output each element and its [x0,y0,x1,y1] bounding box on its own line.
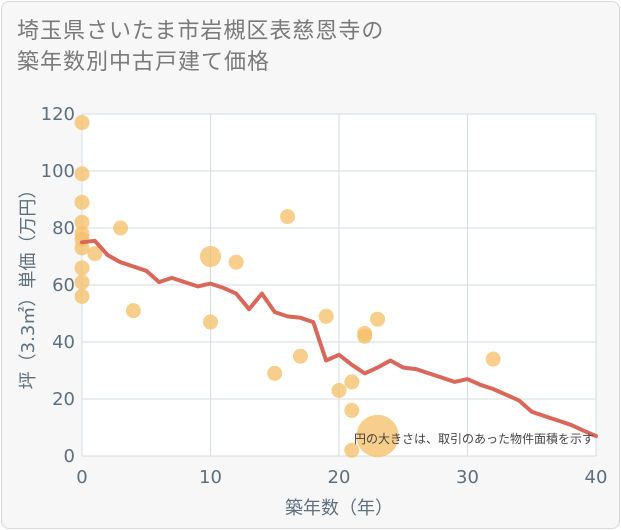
y-tick-label: 20 [52,389,75,410]
data-bubble [344,374,360,390]
data-bubble [74,260,90,276]
trend-line-layer [80,238,598,439]
data-bubble [485,351,501,367]
x-axis-label: 築年数（年） [285,498,393,519]
y-tick-label: 120 [41,104,75,125]
data-bubble [74,240,90,256]
data-bubble [74,115,90,131]
data-bubble [344,402,360,418]
data-bubble [228,254,244,270]
data-bubble [74,288,90,304]
data-bubble [203,314,218,330]
y-tick-label: 100 [41,161,75,182]
x-tick-label: 40 [585,467,608,488]
data-bubble [74,214,90,230]
average-price-line [80,238,598,439]
y-tick-label: 40 [52,332,75,353]
x-tick-label: 20 [328,467,351,488]
data-bubble [344,442,360,458]
data-bubble [292,348,308,364]
y-tick-label: 0 [64,446,75,467]
data-bubble [356,414,399,458]
data-bubble [113,220,129,236]
data-bubble [331,382,347,398]
data-bubble [199,245,222,268]
x-tick-label: 10 [199,467,222,488]
data-bubble [74,194,90,210]
y-tick-label: 60 [52,275,75,296]
x-tick-label: 0 [76,467,87,488]
bubble-layer [74,115,501,458]
x-tick-label: 30 [456,467,479,488]
data-bubble [357,328,373,344]
chart-title-line-2: 築年数別中古戸建て価格 [17,50,271,75]
data-bubble [74,166,90,182]
y-tick-labels: 0 20 40 60 80 100 120 [41,104,75,467]
data-bubble [74,274,90,290]
data-bubble [125,303,141,319]
chart-title: 埼玉県さいたま市岩槻区表慈恩寺の 築年数別中古戸建て価格 [17,16,384,78]
data-bubble [280,209,296,225]
chart-title-line-1: 埼玉県さいたま市岩槻区表慈恩寺の [17,19,385,44]
bubble-size-note: 円の大きさは、取引のあった物件面積を示す [354,431,594,446]
y-axis-label: 坪（3.3㎡）単価（万円） [17,181,39,390]
data-bubble [318,308,334,324]
x-tick-labels: 0 10 20 30 40 [76,467,607,488]
y-tick-label: 80 [52,218,75,239]
data-bubble [267,365,283,381]
data-bubble [370,311,386,327]
data-bubble [87,246,103,262]
